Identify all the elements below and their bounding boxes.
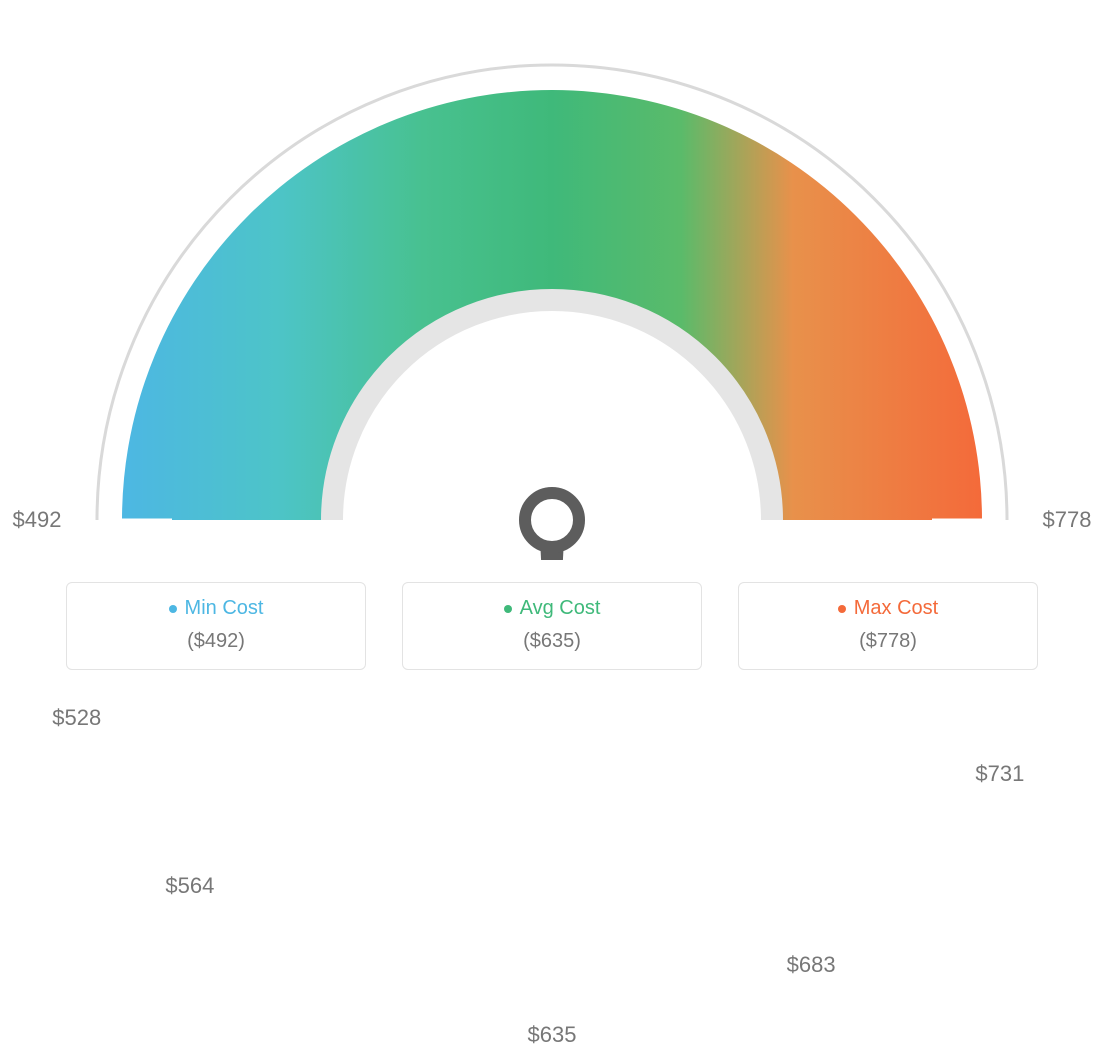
legend-min-label: Min Cost xyxy=(185,597,264,619)
gauge-tick-label: $635 xyxy=(528,1022,577,1048)
legend-avg-value: ($635) xyxy=(413,630,691,653)
legend-max-title: Max Cost xyxy=(749,597,1027,620)
legend-min-box: Min Cost ($492) xyxy=(66,582,366,670)
dot-icon xyxy=(504,605,512,613)
legend-max-box: Max Cost ($778) xyxy=(738,582,1038,670)
dot-icon xyxy=(838,605,846,613)
gauge-tick-label: $492 xyxy=(13,507,62,533)
gauge-chart: $492$528$564$635$683$731$778 xyxy=(0,0,1104,560)
dot-icon xyxy=(169,605,177,613)
gauge-tick-label: $564 xyxy=(165,873,214,899)
gauge-tick-label: $731 xyxy=(975,761,1024,787)
gauge-tick-label: $528 xyxy=(52,705,101,731)
legend-max-value: ($778) xyxy=(749,630,1027,653)
gauge-svg xyxy=(0,0,1104,560)
gauge-tick-label: $778 xyxy=(1043,507,1092,533)
legend-avg-label: Avg Cost xyxy=(520,597,601,619)
legend-row: Min Cost ($492) Avg Cost ($635) Max Cost… xyxy=(0,582,1104,670)
gauge-tick-label: $683 xyxy=(787,952,836,978)
legend-min-title: Min Cost xyxy=(77,597,355,620)
legend-min-value: ($492) xyxy=(77,630,355,653)
legend-avg-box: Avg Cost ($635) xyxy=(402,582,702,670)
cost-gauge-container: $492$528$564$635$683$731$778 Min Cost ($… xyxy=(0,0,1104,690)
legend-max-label: Max Cost xyxy=(854,597,938,619)
legend-avg-title: Avg Cost xyxy=(413,597,691,620)
